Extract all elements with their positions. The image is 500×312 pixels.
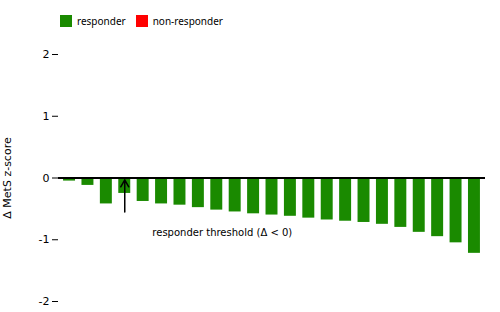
svg-text:1: 1 <box>43 110 50 123</box>
svg-text:responder threshold (Δ < 0): responder threshold (Δ < 0) <box>152 227 292 238</box>
svg-text:-2: -2 <box>39 295 50 308</box>
html-text:responder: responder <box>77 13 126 28</box>
svg-text:-1: -1 <box>39 233 50 246</box>
svg-text:2: 2 <box>43 48 50 61</box>
svg-text:Δ MetS z-score: Δ MetS z-score <box>1 137 14 219</box>
html-text:non-responder: non-responder <box>152 13 223 28</box>
svg-text:0: 0 <box>43 172 50 185</box>
